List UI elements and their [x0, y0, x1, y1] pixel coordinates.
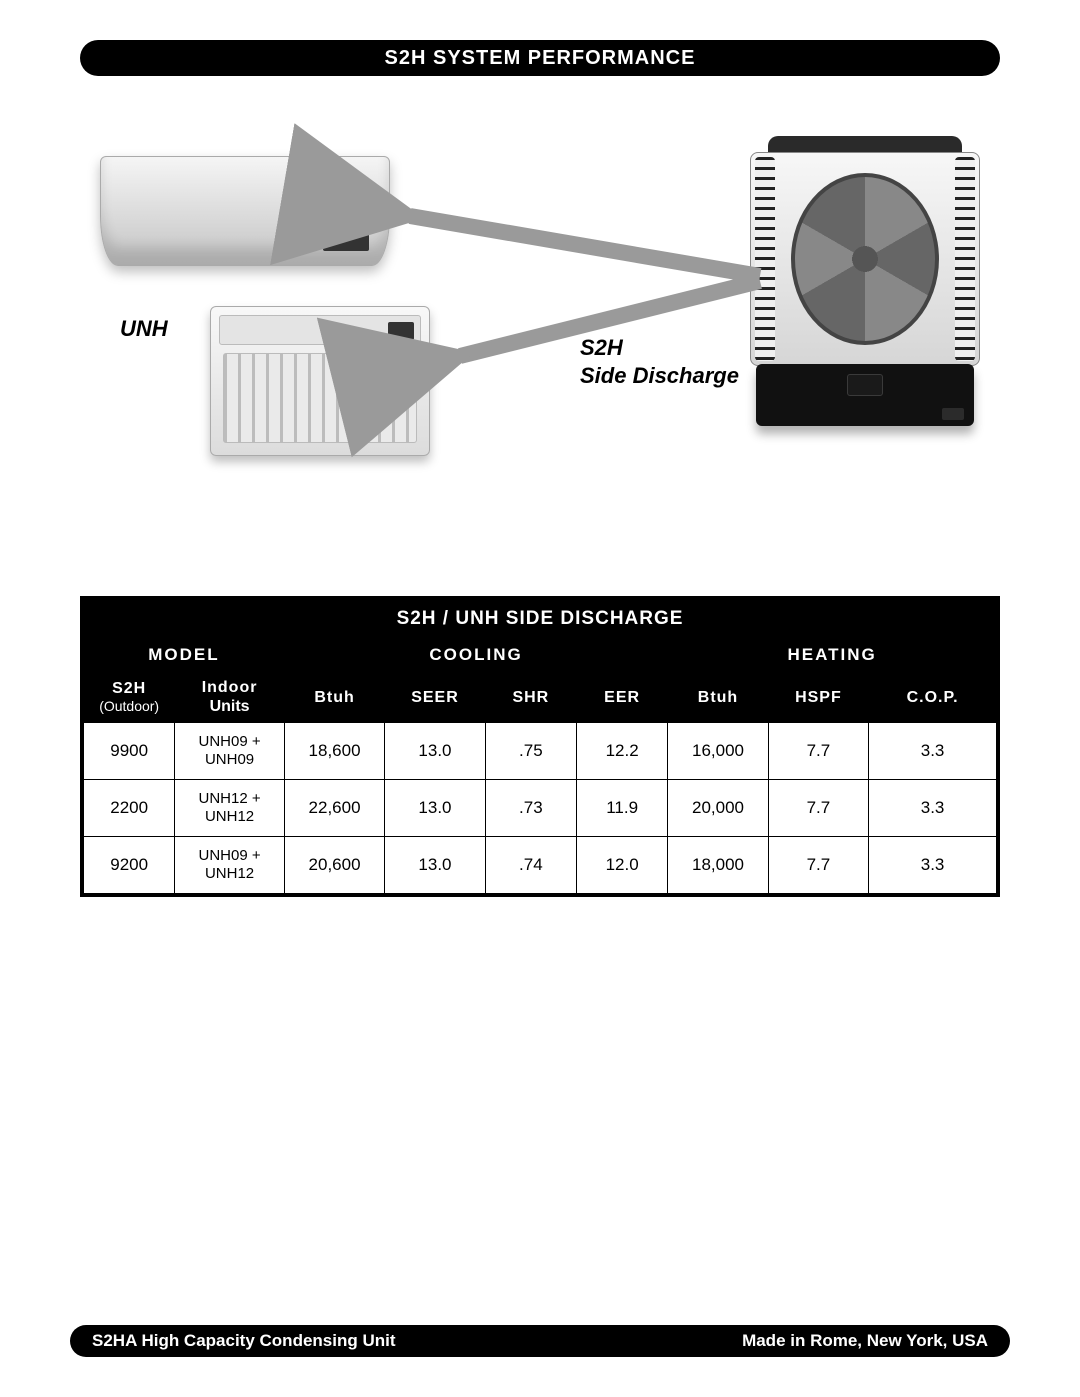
cell-seer: 13.0	[385, 723, 485, 780]
label-s2h: S2H Side Discharge	[580, 334, 739, 389]
page-title: S2H SYSTEM PERFORMANCE	[385, 47, 696, 70]
cell-hspf: 7.7	[768, 837, 868, 894]
label-unh: UNH	[120, 316, 168, 342]
footer-pill: S2HA High Capacity Condensing Unit Made …	[70, 1325, 1010, 1357]
cell-seer: 13.0	[385, 837, 485, 894]
cell-btuh-h: 18,000	[668, 837, 768, 894]
section-heating: HEATING	[668, 639, 997, 672]
cell-shr: .73	[485, 780, 576, 837]
col-btuh-heat: Btuh	[668, 672, 768, 723]
footer-right: Made in Rome, New York, USA	[742, 1331, 988, 1351]
performance-table: S2H / UNH SIDE DISCHARGE MODEL COOLING H…	[80, 596, 1000, 897]
cell-cop: 3.3	[869, 723, 997, 780]
label-s2h-line1: S2H	[580, 335, 623, 360]
col-s2h-main: S2H	[112, 680, 146, 697]
table-title: S2H / UNH SIDE DISCHARGE	[84, 600, 997, 639]
cell-hspf: 7.7	[768, 780, 868, 837]
product-diagram: UNH S2H Side Discharge	[70, 116, 1010, 536]
cell-eer: 12.0	[576, 837, 667, 894]
col-s2h: S2H (Outdoor)	[84, 672, 175, 723]
col-hspf: HSPF	[768, 672, 868, 723]
outdoor-unit-image	[750, 136, 980, 426]
cell-indoor: UNH09 +UNH12	[175, 837, 285, 894]
cell-btuh-h: 16,000	[668, 723, 768, 780]
col-btuh-cool: Btuh	[284, 672, 384, 723]
cell-cop: 3.3	[869, 780, 997, 837]
cell-eer: 12.2	[576, 723, 667, 780]
indoor-unit-floor-image	[210, 306, 430, 456]
table-row: 2200 UNH12 +UNH12 22,600 13.0 .73 11.9 2…	[84, 780, 997, 837]
cell-s2h: 9900	[84, 723, 175, 780]
cell-shr: .74	[485, 837, 576, 894]
section-model: MODEL	[84, 639, 285, 672]
section-cooling: COOLING	[284, 639, 667, 672]
cell-indoor: UNH09 +UNH09	[175, 723, 285, 780]
col-shr: SHR	[485, 672, 576, 723]
cell-btuh-h: 20,000	[668, 780, 768, 837]
footer-left: S2HA High Capacity Condensing Unit	[92, 1331, 396, 1351]
cell-eer: 11.9	[576, 780, 667, 837]
cell-btuh-c: 22,600	[284, 780, 384, 837]
col-indoor-sub: Units	[175, 697, 284, 716]
cell-hspf: 7.7	[768, 723, 868, 780]
col-cop: C.O.P.	[869, 672, 997, 723]
cell-btuh-c: 18,600	[284, 723, 384, 780]
col-s2h-sub: (Outdoor)	[84, 698, 174, 715]
col-indoor-main: Indoor	[202, 679, 258, 696]
cell-seer: 13.0	[385, 780, 485, 837]
cell-s2h: 2200	[84, 780, 175, 837]
col-eer: EER	[576, 672, 667, 723]
indoor-unit-ceiling-image	[100, 156, 390, 266]
cell-indoor: UNH12 +UNH12	[175, 780, 285, 837]
cell-s2h: 9200	[84, 837, 175, 894]
col-seer: SEER	[385, 672, 485, 723]
table-body: 9900 UNH09 +UNH09 18,600 13.0 .75 12.2 1…	[84, 723, 997, 894]
cell-cop: 3.3	[869, 837, 997, 894]
label-s2h-line2: Side Discharge	[580, 363, 739, 388]
col-indoor: Indoor Units	[175, 672, 285, 723]
table-row: 9200 UNH09 +UNH12 20,600 13.0 .74 12.0 1…	[84, 837, 997, 894]
cell-btuh-c: 20,600	[284, 837, 384, 894]
cell-shr: .75	[485, 723, 576, 780]
page-title-pill: S2H SYSTEM PERFORMANCE	[80, 40, 1000, 76]
table-row: 9900 UNH09 +UNH09 18,600 13.0 .75 12.2 1…	[84, 723, 997, 780]
